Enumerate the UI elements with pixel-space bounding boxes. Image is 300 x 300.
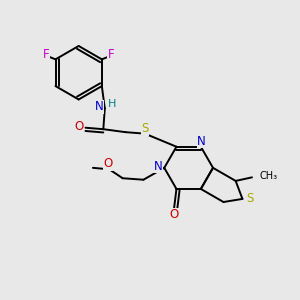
- Text: N: N: [154, 160, 163, 173]
- Text: S: S: [141, 122, 148, 135]
- Text: F: F: [43, 48, 50, 62]
- Text: O: O: [74, 120, 84, 133]
- Text: N: N: [95, 100, 104, 113]
- Text: F: F: [107, 48, 114, 62]
- Text: S: S: [246, 192, 254, 206]
- Text: N: N: [197, 135, 206, 148]
- Text: H: H: [108, 99, 116, 109]
- Text: CH₃: CH₃: [260, 172, 278, 182]
- Text: O: O: [169, 208, 179, 221]
- Text: O: O: [103, 158, 112, 170]
